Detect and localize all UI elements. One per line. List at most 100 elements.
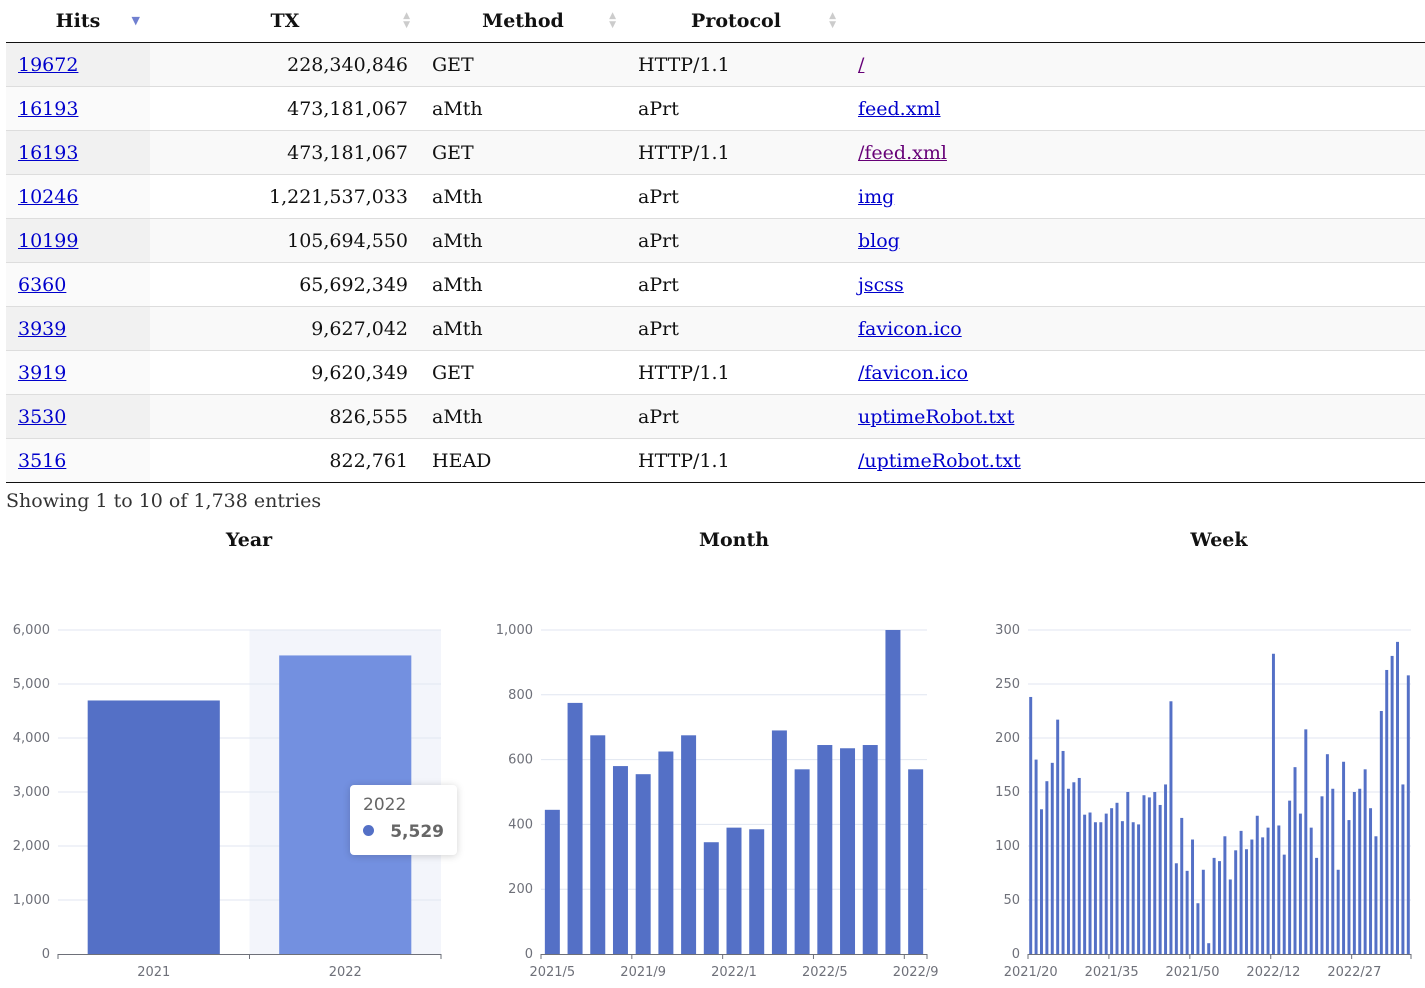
bar [635,774,651,954]
method-cell: aMth [420,174,626,219]
hits-link[interactable]: 3939 [18,317,67,340]
path-link[interactable]: /feed.xml [858,141,947,164]
hits-cell[interactable]: 3516 [6,438,150,483]
bar [1288,800,1292,954]
bar [1169,701,1173,954]
column-header-method[interactable]: Method ▲ ▼ [420,0,626,43]
hits-link[interactable]: 16193 [18,141,79,164]
table-row: 16193 473,181,067 GET HTTP/1.1/feed.xml [6,130,1425,175]
protocol-cell: HTTP/1.1 [626,438,846,483]
table-row: 10246 1,221,537,033 aMth aPrt img [6,174,1425,219]
hits-link[interactable]: 16193 [18,97,79,120]
bar [87,700,220,954]
path-link[interactable]: blog [858,229,900,252]
y-tick-label: 250 [995,677,1020,692]
method-cell: GET [420,350,626,395]
path-link[interactable]: uptimeRobot.txt [858,405,1015,428]
hits-cell[interactable]: 10246 [6,174,150,219]
path-cell[interactable]: blog [846,218,1425,263]
path-cell[interactable]: / [846,42,1425,87]
bar [658,751,674,954]
hits-link[interactable]: 3516 [18,449,67,472]
hits-table: Hits ▼ TX ▲ ▼ Method ▲ ▼ Protocol ▲ ▼ 19672 228,… [6,0,1425,483]
y-tick-label: 400 [508,817,533,832]
path-link[interactable]: /favicon.ico [858,361,969,384]
path-link[interactable]: /uptimeRobot.txt [858,449,1021,472]
bar [1126,792,1130,954]
method-cell: aMth [420,262,626,307]
path-link[interactable]: img [858,185,895,208]
hits-cell[interactable]: 19672 [6,42,150,87]
bar [1363,769,1367,954]
hits-link[interactable]: 10199 [18,229,79,252]
bar [1158,804,1162,954]
hits-link[interactable]: 19672 [18,53,79,76]
hits-cell[interactable]: 16193 [6,86,150,131]
bar [1401,784,1405,954]
bar [771,730,787,954]
bar [885,630,901,954]
table-info: Showing 1 to 10 of 1,738 entries [6,490,322,512]
bar [1266,827,1270,954]
path-cell[interactable]: uptimeRobot.txt [846,394,1425,439]
bar [1207,943,1211,954]
table-row: 10199 105,694,550 aMth aPrt blog [6,218,1425,263]
hits-cell[interactable]: 3939 [6,306,150,351]
protocol-cell: HTTP/1.1 [626,42,846,87]
path-cell[interactable]: /favicon.ico [846,350,1425,395]
path-link[interactable]: feed.xml [858,97,941,120]
path-cell[interactable]: img [846,174,1425,219]
sort-both-icon: ▲ ▼ [403,11,410,30]
path-cell[interactable]: favicon.ico [846,306,1425,351]
hits-cell[interactable]: 6360 [6,262,150,307]
column-header-protocol[interactable]: Protocol ▲ ▼ [626,0,846,43]
path-cell[interactable]: feed.xml [846,86,1425,131]
column-header-hits[interactable]: Hits ▼ [6,0,150,43]
bar [1040,809,1043,954]
bar [840,748,856,954]
path-link[interactable]: / [858,53,865,76]
hits-link[interactable]: 3919 [18,361,67,384]
column-header-tx[interactable]: TX ▲ ▼ [150,0,420,43]
hits-cell[interactable]: 3919 [6,350,150,395]
table-header-row: Hits ▼ TX ▲ ▼ Method ▲ ▼ Protocol ▲ ▼ [6,0,1425,43]
path-cell[interactable]: /feed.xml [846,130,1425,175]
tx-cell: 473,181,067 [150,86,420,131]
y-tick-label: 0 [1012,947,1020,962]
x-tick-label: 2021/9 [620,965,666,980]
year-chart: 0 1,000 2,000 3,000 4,000 5,000 6,000 2021 2022 [13,623,442,980]
x-tick-label: 2022 [329,965,362,980]
bar [1174,863,1178,954]
bar [1325,754,1329,954]
bar [1309,827,1313,954]
bar [1153,792,1157,954]
hits-link[interactable]: 6360 [18,273,67,296]
y-tick-label: 200 [508,882,533,897]
bar [1390,655,1394,954]
x-tick-label: 2021/5 [529,965,575,980]
bar [1406,675,1410,954]
tx-cell: 9,620,349 [150,350,420,395]
x-tick-label: 2022/5 [802,965,848,980]
hits-cell[interactable]: 16193 [6,130,150,175]
path-cell[interactable]: jscss [846,262,1425,307]
protocol-cell: HTTP/1.1 [626,350,846,395]
bar [1293,767,1297,954]
method-cell: aMth [420,86,626,131]
bar [1223,836,1227,954]
hits-cell[interactable]: 3530 [6,394,150,439]
bar [567,702,583,954]
hits-link[interactable]: 3530 [18,405,67,428]
bar [1196,903,1200,954]
y-tick-label: 200 [995,731,1020,746]
path-cell[interactable]: /uptimeRobot.txt [846,438,1425,483]
hits-cell[interactable]: 10199 [6,218,150,263]
path-link[interactable]: favicon.ico [858,317,962,340]
tx-cell: 822,761 [150,438,420,483]
path-link[interactable]: jscss [858,273,904,296]
table-row: 3919 9,620,349 GET HTTP/1.1/favicon.ico [6,350,1425,395]
hits-link[interactable]: 10246 [18,185,79,208]
bar [1385,669,1389,954]
table-row: 3939 9,627,042 aMth aPrt favicon.ico [6,306,1425,351]
month-chart: 0 200 400 600 800 1,000 2021/5 2021/9 2022/1 2022… [496,623,939,980]
